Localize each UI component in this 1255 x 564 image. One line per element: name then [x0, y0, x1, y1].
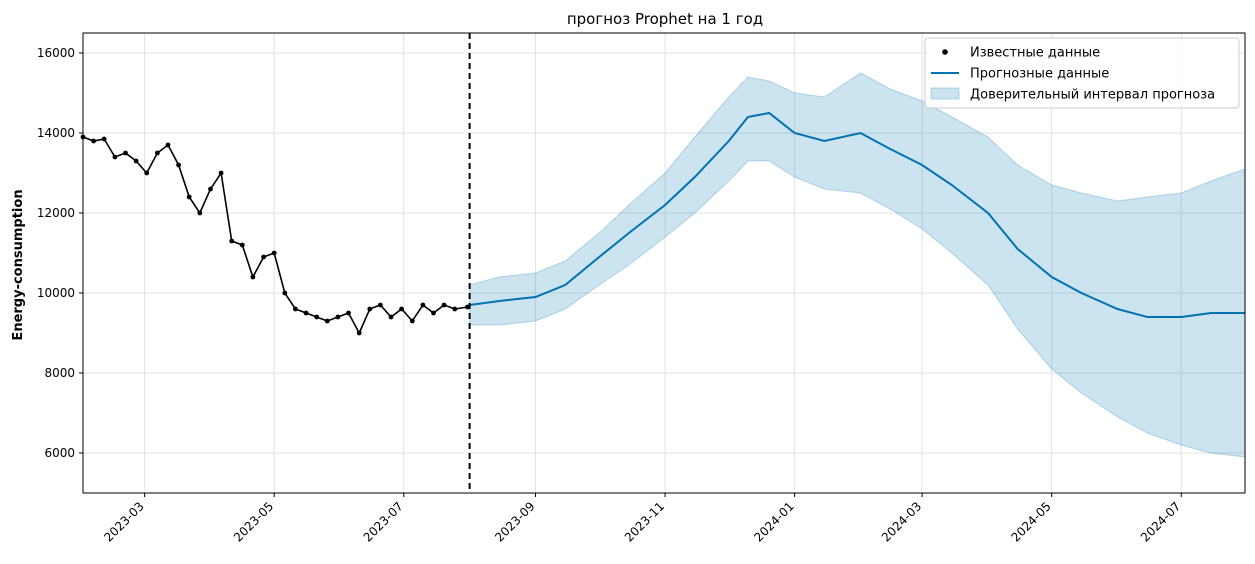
- grid-lines: [83, 33, 1245, 493]
- y-tick-label: 12000: [37, 206, 75, 220]
- y-tick-label: 10000: [37, 286, 75, 300]
- y-tick-label: 6000: [44, 446, 75, 460]
- known-data-point: [367, 306, 373, 312]
- known-data-point: [314, 314, 320, 320]
- legend-band-icon: [930, 87, 960, 100]
- known-data-point: [261, 254, 266, 260]
- known-data-point: [133, 158, 139, 164]
- known-data-point: [409, 318, 415, 324]
- known-data-point: [218, 170, 224, 176]
- known-data-point: [176, 162, 182, 168]
- legend-box: [924, 37, 1240, 109]
- y-tick-label: 16000: [37, 46, 75, 60]
- legend-label: Доверительный интервал прогноза: [970, 88, 1215, 103]
- y-tick-label: 14000: [37, 126, 75, 140]
- known-data-point: [303, 310, 309, 316]
- known-data-point: [282, 290, 288, 296]
- known-data-point: [123, 150, 128, 156]
- known-data-point: [144, 170, 150, 176]
- known-data-point: [165, 142, 171, 148]
- known-data-point: [324, 318, 330, 324]
- forecast-line: [469, 111, 1245, 318]
- known-data-point: [431, 310, 436, 316]
- known-data-marker-layer: [80, 134, 470, 336]
- legend-label: Прогнозные данные: [970, 67, 1109, 82]
- known-data-point: [101, 136, 107, 142]
- known-data-point: [335, 314, 341, 320]
- chart-title: прогноз Prophet на 1 год: [567, 10, 763, 28]
- known-data-point: [420, 302, 426, 308]
- known-data-point: [91, 138, 96, 144]
- known-data-point: [356, 330, 362, 336]
- legend: Известные данные Прогнозные данные Доверит…: [924, 37, 1240, 109]
- known-data-point: [208, 186, 213, 192]
- y-tick-label: 8000: [44, 366, 75, 380]
- y-axis-label: Energy-consumption: [11, 189, 26, 340]
- known-data-point: [452, 306, 458, 312]
- known-data-point: [378, 302, 383, 308]
- plot-frame: [82, 32, 1246, 494]
- known-data-point: [186, 194, 192, 200]
- known-data-point: [399, 306, 404, 312]
- known-data-point: [271, 250, 277, 256]
- legend-marker-icon: [942, 49, 948, 55]
- known-data-point: [197, 210, 203, 216]
- y-axis-ticks: 6000 8000 10000 12000 14000 16000: [37, 46, 83, 460]
- known-data-point: [155, 150, 160, 156]
- known-data-point: [112, 154, 118, 160]
- known-data-point: [441, 302, 447, 308]
- known-data-point: [250, 274, 256, 280]
- known-data-point: [346, 310, 351, 316]
- known-data-point: [239, 242, 245, 248]
- known-data-point: [388, 314, 394, 320]
- known-data-point: [293, 306, 298, 312]
- known-data-point: [229, 238, 235, 244]
- legend-label: Известные данные: [970, 46, 1100, 61]
